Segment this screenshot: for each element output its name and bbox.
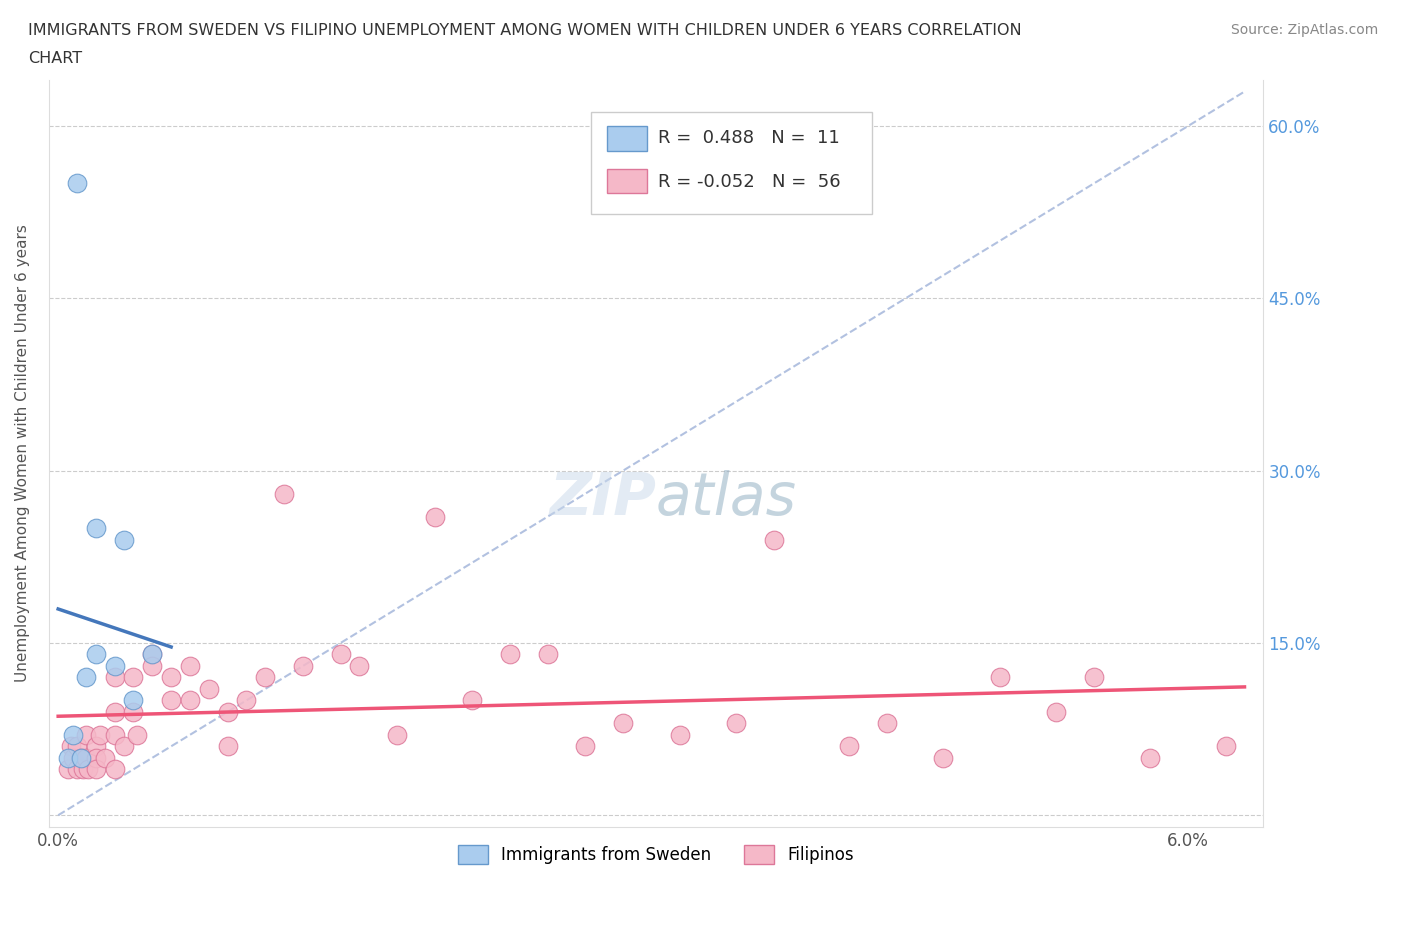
Text: CHART: CHART <box>28 51 82 66</box>
Point <box>56 751 79 765</box>
Legend: Immigrants from Sweden, Filipinos: Immigrants from Sweden, Filipinos <box>451 838 860 870</box>
Point <box>385 727 408 742</box>
Point <box>77 762 100 777</box>
Point <box>127 727 149 742</box>
Point <box>179 693 201 708</box>
Point <box>612 716 634 731</box>
Point <box>104 658 127 673</box>
Point <box>84 647 107 662</box>
Point <box>461 693 484 708</box>
Point <box>198 682 221 697</box>
Point <box>75 751 97 765</box>
Point <box>988 670 1011 684</box>
Text: atlas: atlas <box>657 470 797 526</box>
Point <box>60 738 83 753</box>
Text: ZIP: ZIP <box>550 470 657 526</box>
Point <box>1083 670 1105 684</box>
Point <box>122 704 145 719</box>
Point <box>876 716 898 731</box>
Y-axis label: Unemployment Among Women with Children Under 6 years: Unemployment Among Women with Children U… <box>15 224 30 683</box>
Point <box>62 727 84 742</box>
Point <box>160 670 183 684</box>
Point <box>141 647 163 662</box>
Point <box>499 647 522 662</box>
Point <box>66 762 89 777</box>
Point <box>104 670 127 684</box>
Point <box>75 670 97 684</box>
Point <box>72 762 94 777</box>
Point <box>160 693 183 708</box>
Text: Source: ZipAtlas.com: Source: ZipAtlas.com <box>1230 23 1378 37</box>
Point <box>112 738 135 753</box>
Point <box>668 727 690 742</box>
Point <box>1139 751 1161 765</box>
Point <box>235 693 257 708</box>
Point <box>104 704 127 719</box>
Point <box>423 509 446 524</box>
Point <box>122 670 145 684</box>
Point <box>84 738 107 753</box>
Point <box>217 704 239 719</box>
Point <box>329 647 352 662</box>
Point <box>75 727 97 742</box>
Point <box>349 658 371 673</box>
Point <box>254 670 277 684</box>
Point <box>56 762 79 777</box>
Point <box>89 727 111 742</box>
Point <box>725 716 748 731</box>
Point <box>291 658 314 673</box>
Text: IMMIGRANTS FROM SWEDEN VS FILIPINO UNEMPLOYMENT AMONG WOMEN WITH CHILDREN UNDER : IMMIGRANTS FROM SWEDEN VS FILIPINO UNEMP… <box>28 23 1022 38</box>
Point <box>1215 738 1237 753</box>
Point <box>112 532 135 547</box>
Point <box>94 751 117 765</box>
Text: R = -0.052   N =  56: R = -0.052 N = 56 <box>658 173 841 192</box>
Point <box>574 738 596 753</box>
Point <box>932 751 955 765</box>
Point <box>122 693 145 708</box>
Point <box>217 738 239 753</box>
Point <box>84 521 107 536</box>
Point <box>141 647 163 662</box>
Point <box>69 751 91 765</box>
Point <box>69 751 91 765</box>
Point <box>66 176 89 191</box>
Point <box>537 647 560 662</box>
Point <box>84 751 107 765</box>
Point <box>273 486 295 501</box>
Point <box>141 658 163 673</box>
Text: R =  0.488   N =  11: R = 0.488 N = 11 <box>658 128 839 147</box>
Point <box>762 532 785 547</box>
Point <box>104 727 127 742</box>
Point <box>179 658 201 673</box>
Point <box>104 762 127 777</box>
Point <box>1045 704 1067 719</box>
Point <box>66 738 89 753</box>
Point <box>84 762 107 777</box>
Point <box>838 738 860 753</box>
Point <box>62 751 84 765</box>
